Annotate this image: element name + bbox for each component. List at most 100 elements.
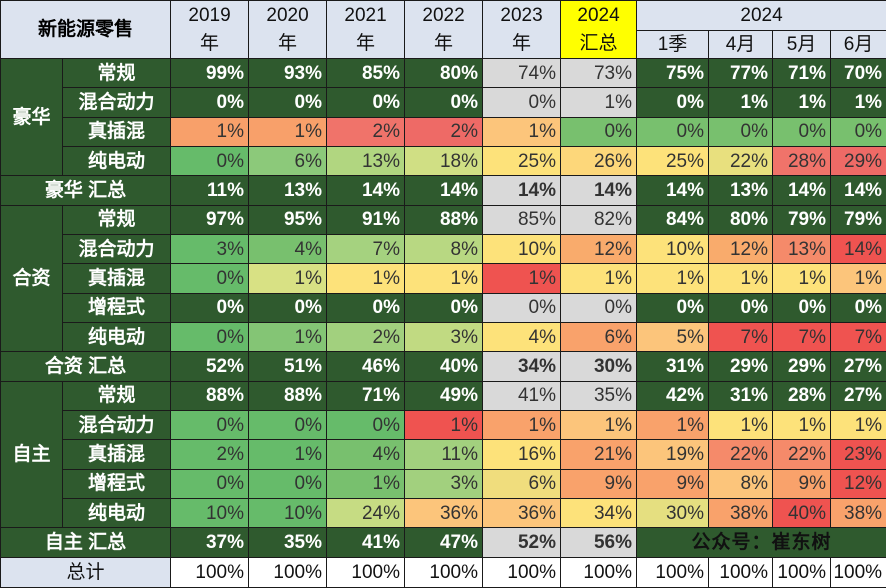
year-header-top: 2020 [266, 4, 309, 26]
data-cell: 27% [830, 380, 886, 411]
total-cell: 56% [560, 527, 638, 558]
year-header-2021: 2021 年 [326, 0, 406, 59]
data-cell: 10% [248, 497, 328, 529]
year-header-bottom: 年 [278, 32, 298, 54]
grand-total-cell: 100% [482, 556, 562, 588]
data-cell: 0% [830, 292, 886, 323]
row-label: 混合动力 [61, 233, 172, 265]
data-cell: 0% [248, 468, 328, 499]
data-cell: 0% [170, 468, 250, 499]
data-cell: 80% [404, 57, 484, 89]
total-cell: 30% [560, 351, 638, 382]
data-cell: 0% [560, 116, 638, 147]
data-cell: 26% [560, 145, 638, 177]
data-cell: 3% [404, 468, 484, 499]
group-label-0: 豪华 [0, 57, 63, 177]
data-cell: 0% [248, 87, 328, 118]
total-cell: 14% [830, 175, 886, 206]
total-cell: 27% [830, 351, 886, 382]
data-cell: 30% [636, 497, 710, 529]
year-header-2019: 2019 年 [170, 0, 250, 59]
data-cell: 0% [560, 292, 638, 323]
table-row: 纯电动 0% 6% 13% 18% 25% 26% 25% 22% 28% 29% [1, 145, 886, 177]
data-cell: 5% [636, 321, 710, 353]
data-cell: 19% [636, 439, 710, 470]
total-cell: 11% [170, 175, 250, 206]
data-cell: 0% [170, 87, 250, 118]
total-cell: 14% [482, 175, 562, 206]
data-cell: 99% [170, 57, 250, 89]
row-label: 增程式 [61, 292, 172, 323]
data-cell: 3% [404, 321, 484, 353]
table-row: 混合动力 3% 4% 7% 8% 10% 12% 10% 12% 13% 14% [1, 233, 886, 265]
year-header-2022: 2022 年 [404, 0, 484, 59]
data-cell: 29% [830, 145, 886, 177]
data-cell: 1% [248, 116, 328, 147]
data-cell: 12% [560, 233, 638, 265]
row-label: 常规 [61, 57, 172, 89]
data-cell: 9% [560, 468, 638, 499]
year-header-bottom: 年 [512, 32, 532, 54]
group-label-1: 合资 [0, 204, 63, 353]
data-cell: 22% [708, 145, 774, 177]
data-cell: 12% [708, 233, 774, 265]
grand-total-cell: 100% [772, 556, 832, 588]
data-cell: 22% [708, 439, 774, 470]
data-cell: 0% [326, 409, 406, 441]
total-cell: 47% [404, 527, 484, 558]
data-cell: 1% [772, 263, 832, 294]
total-cell: 41% [326, 527, 406, 558]
total-cell: 14% [404, 175, 484, 206]
grand-total-cell: 100% [248, 556, 328, 588]
table-row: 增程式 0% 0% 1% 3% 6% 9% 9% 8% 9% 12% [1, 468, 886, 499]
group-total-label: 自主 汇总 [0, 527, 172, 558]
data-cell: 1% [708, 87, 774, 118]
data-cell: 1% [482, 409, 562, 441]
table-row: 真插混 0% 1% 1% 1% 1% 1% 1% 1% 1% 1% [1, 263, 886, 294]
data-cell: 4% [482, 321, 562, 353]
group-total-label: 合资 汇总 [0, 351, 172, 382]
data-cell: 10% [482, 233, 562, 265]
data-cell: 7% [708, 321, 774, 353]
data-cell: 1% [326, 263, 406, 294]
data-cell: 7% [772, 321, 832, 353]
table-row: 合资 常规 97% 95% 91% 88% 85% 82% 84% 80% 79% 79% [0, 204, 886, 353]
data-cell: 1% [636, 263, 710, 294]
data-cell: 36% [482, 497, 562, 529]
data-cell: 0% [404, 87, 484, 118]
grand-total-row: 总计 100% 100% 100% 100% 100% 100% 100% 100% 100% 10… [0, 556, 886, 588]
table-row: 自主 常规 88% 88% 71% 49% 41% 35% 42% 31% 28% 27% [0, 380, 886, 529]
data-cell: 0% [170, 409, 250, 441]
grand-total-cell: 100% [404, 556, 484, 588]
row-label: 混合动力 [61, 409, 172, 441]
data-cell: 1% [636, 409, 710, 441]
data-cell: 84% [636, 204, 710, 235]
row-label: 常规 [61, 204, 172, 235]
table-row: 纯电动 10% 10% 24% 36% 36% 34% 30% 38% 40% 38% [1, 497, 886, 529]
year-header-bottom: 年 [434, 32, 454, 54]
table-row: 纯电动 0% 1% 2% 3% 4% 6% 5% 7% 7% 7% [1, 321, 886, 353]
data-cell: 6% [560, 321, 638, 353]
data-cell: 8% [404, 233, 484, 265]
table-row: 豪华 常规 99% 93% 85% 80% 74% 73% 75% 77% 71% 70% [0, 57, 886, 177]
table-row: 混合动力 0% 0% 0% 1% 1% 1% 1% 1% 1% 1% [1, 409, 886, 441]
total-cell: 46% [326, 351, 406, 382]
data-cell: 1% [708, 409, 774, 441]
total-cell: 29% [708, 351, 774, 382]
data-cell: 1% [708, 263, 774, 294]
data-cell: 22% [772, 439, 832, 470]
data-cell: 1% [404, 263, 484, 294]
data-cell: 0% [326, 87, 406, 118]
total-cell: 40% [404, 351, 484, 382]
data-cell: 0% [708, 292, 774, 323]
data-cell: 2% [404, 116, 484, 147]
data-cell: 79% [830, 204, 886, 235]
data-cell: 1% [772, 87, 832, 118]
total-cell: 31% [636, 351, 710, 382]
data-cell: 1% [772, 409, 832, 441]
table-row: 增程式 0% 0% 0% 0% 0% 0% 0% 0% 0% 0% [1, 292, 886, 323]
data-cell: 25% [482, 145, 562, 177]
data-cell: 1% [248, 263, 328, 294]
data-cell: 42% [636, 380, 710, 411]
grand-total-cell: 100% [708, 556, 774, 588]
